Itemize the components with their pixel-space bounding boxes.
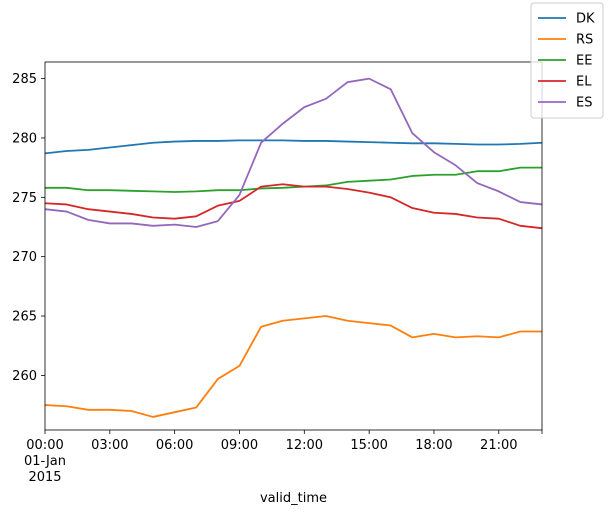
legend-label-rs: RS <box>576 33 593 48</box>
x-tick-label: 18:00 <box>415 438 452 453</box>
x-tick-label: 12:00 <box>286 438 323 453</box>
x-tick-label: 21:00 <box>480 438 517 453</box>
x-tick-label: 00:00 <box>26 438 63 453</box>
x-tick-label: 09:00 <box>221 438 258 453</box>
plot-lines <box>44 77 543 418</box>
y-tick-label: 260 <box>12 369 37 384</box>
x-tick-label: 15:00 <box>350 438 387 453</box>
legend-label-dk: DK <box>576 12 595 27</box>
x-tick-label: 01-Jan <box>24 454 66 469</box>
series-line-rs <box>44 315 542 418</box>
series-line-es <box>44 77 543 228</box>
legend-label-ee: EE <box>576 54 592 69</box>
legend-label-es: ES <box>576 96 592 111</box>
y-tick-label: 265 <box>12 310 37 325</box>
y-axis: 260 265 270 275 280 285 <box>12 72 45 384</box>
series-line-el <box>44 183 543 230</box>
x-tick-label: 03:00 <box>91 438 128 453</box>
series-line-ee <box>45 166 542 193</box>
legend: DK RS EE EL ES <box>530 2 604 119</box>
series-line-dk <box>44 139 543 155</box>
legend-label-el: EL <box>576 75 592 90</box>
y-tick-label: 280 <box>12 131 37 146</box>
plot-frame <box>44 61 543 431</box>
y-tick-label: 285 <box>12 72 37 87</box>
y-tick-label: 275 <box>12 191 37 206</box>
x-tick-label: 06:00 <box>156 438 193 453</box>
x-tick-label: 2015 <box>28 470 61 485</box>
x-axis-label: valid_time <box>260 491 327 506</box>
y-tick-label: 270 <box>12 250 37 265</box>
legend-box <box>530 2 604 119</box>
